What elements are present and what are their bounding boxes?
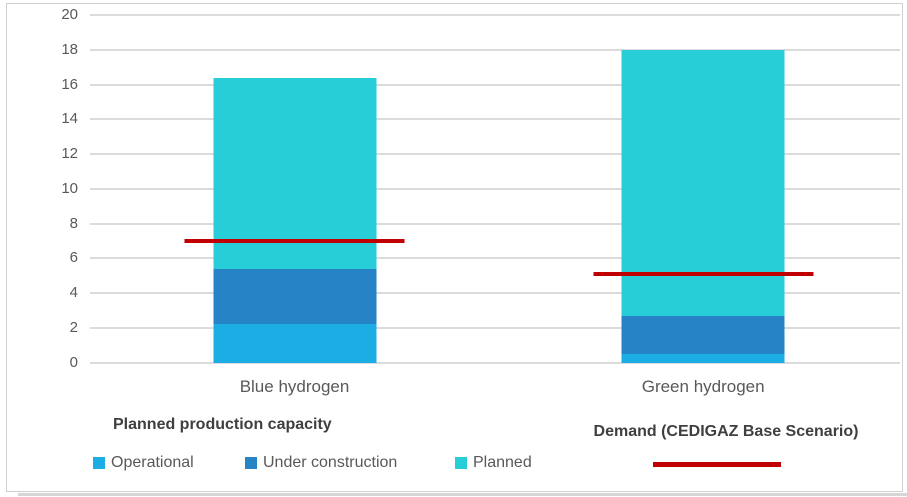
gridline [90, 153, 900, 155]
y-axis-tick-label: 0 [69, 353, 78, 371]
legend-label-planned: Planned [473, 454, 532, 471]
legend-swatch-operational [93, 457, 105, 469]
legend-capacity-title: Planned production capacity [113, 416, 332, 433]
legend-item-under-construction: Under construction [245, 452, 397, 474]
y-axis-tick-label: 4 [69, 284, 78, 301]
gridline [90, 48, 900, 51]
bar-segment-under-construction-blue-hydrogen [213, 268, 377, 325]
demand-line-green-hydrogen [593, 271, 814, 276]
gridline [90, 118, 900, 121]
legend-item-planned: Planned [455, 452, 532, 474]
gridline [90, 222, 900, 225]
bar-segment-planned-blue-hydrogen [213, 77, 377, 269]
legend-item-operational: Operational [93, 452, 194, 474]
y-axis-tick-label: 12 [61, 145, 78, 162]
bottom-shadow-strip [18, 493, 907, 496]
legend-label-operational: Operational [111, 454, 194, 471]
bar-segment-under-construction-green-hydrogen [621, 315, 785, 354]
gridline [90, 187, 900, 190]
legend-swatch-under-construction [245, 457, 257, 469]
legend-demand-line-swatch [653, 462, 781, 467]
gridline [90, 292, 900, 294]
gridline [90, 326, 900, 329]
y-axis-tick-label: 2 [69, 318, 78, 336]
legend-demand-title: Demand (CEDIGAZ Base Scenario) [593, 423, 859, 440]
demand-line-blue-hydrogen [184, 238, 405, 243]
y-axis-tick-label: 18 [61, 40, 78, 58]
y-axis-tick-label: 6 [69, 249, 78, 267]
y-axis-tick-label: 10 [61, 179, 78, 197]
bar-segment-operational-green-hydrogen [621, 353, 785, 363]
category-label-green-hydrogen: Green hydrogen [641, 377, 765, 396]
bar-segment-planned-green-hydrogen [621, 49, 785, 316]
legend-swatch-planned [455, 457, 467, 469]
y-axis-tick-label: 20 [61, 6, 78, 23]
x-axis-category-labels: Blue hydrogen Green hydrogen [90, 377, 900, 399]
y-axis-tick-label: 8 [69, 214, 78, 232]
legend-items: Operational Under construction Planned [0, 452, 907, 474]
bar-blue-hydrogen [184, 15, 405, 363]
y-axis-tick-label: 14 [61, 110, 78, 128]
bar-segment-operational-blue-hydrogen [213, 324, 377, 363]
gridline [90, 83, 900, 86]
gridline [90, 257, 900, 260]
legend-label-under-construction: Under construction [263, 454, 398, 471]
y-axis-tick-label: 16 [61, 75, 78, 93]
gridline [90, 14, 900, 16]
gridline [90, 361, 900, 364]
y-axis: 0 2 4 6 8 10 12 14 16 18 20 [0, 6, 78, 371]
plot-area [90, 14, 900, 364]
category-label-blue-hydrogen: Blue hydrogen [239, 377, 350, 396]
bar-green-hydrogen [593, 15, 814, 363]
